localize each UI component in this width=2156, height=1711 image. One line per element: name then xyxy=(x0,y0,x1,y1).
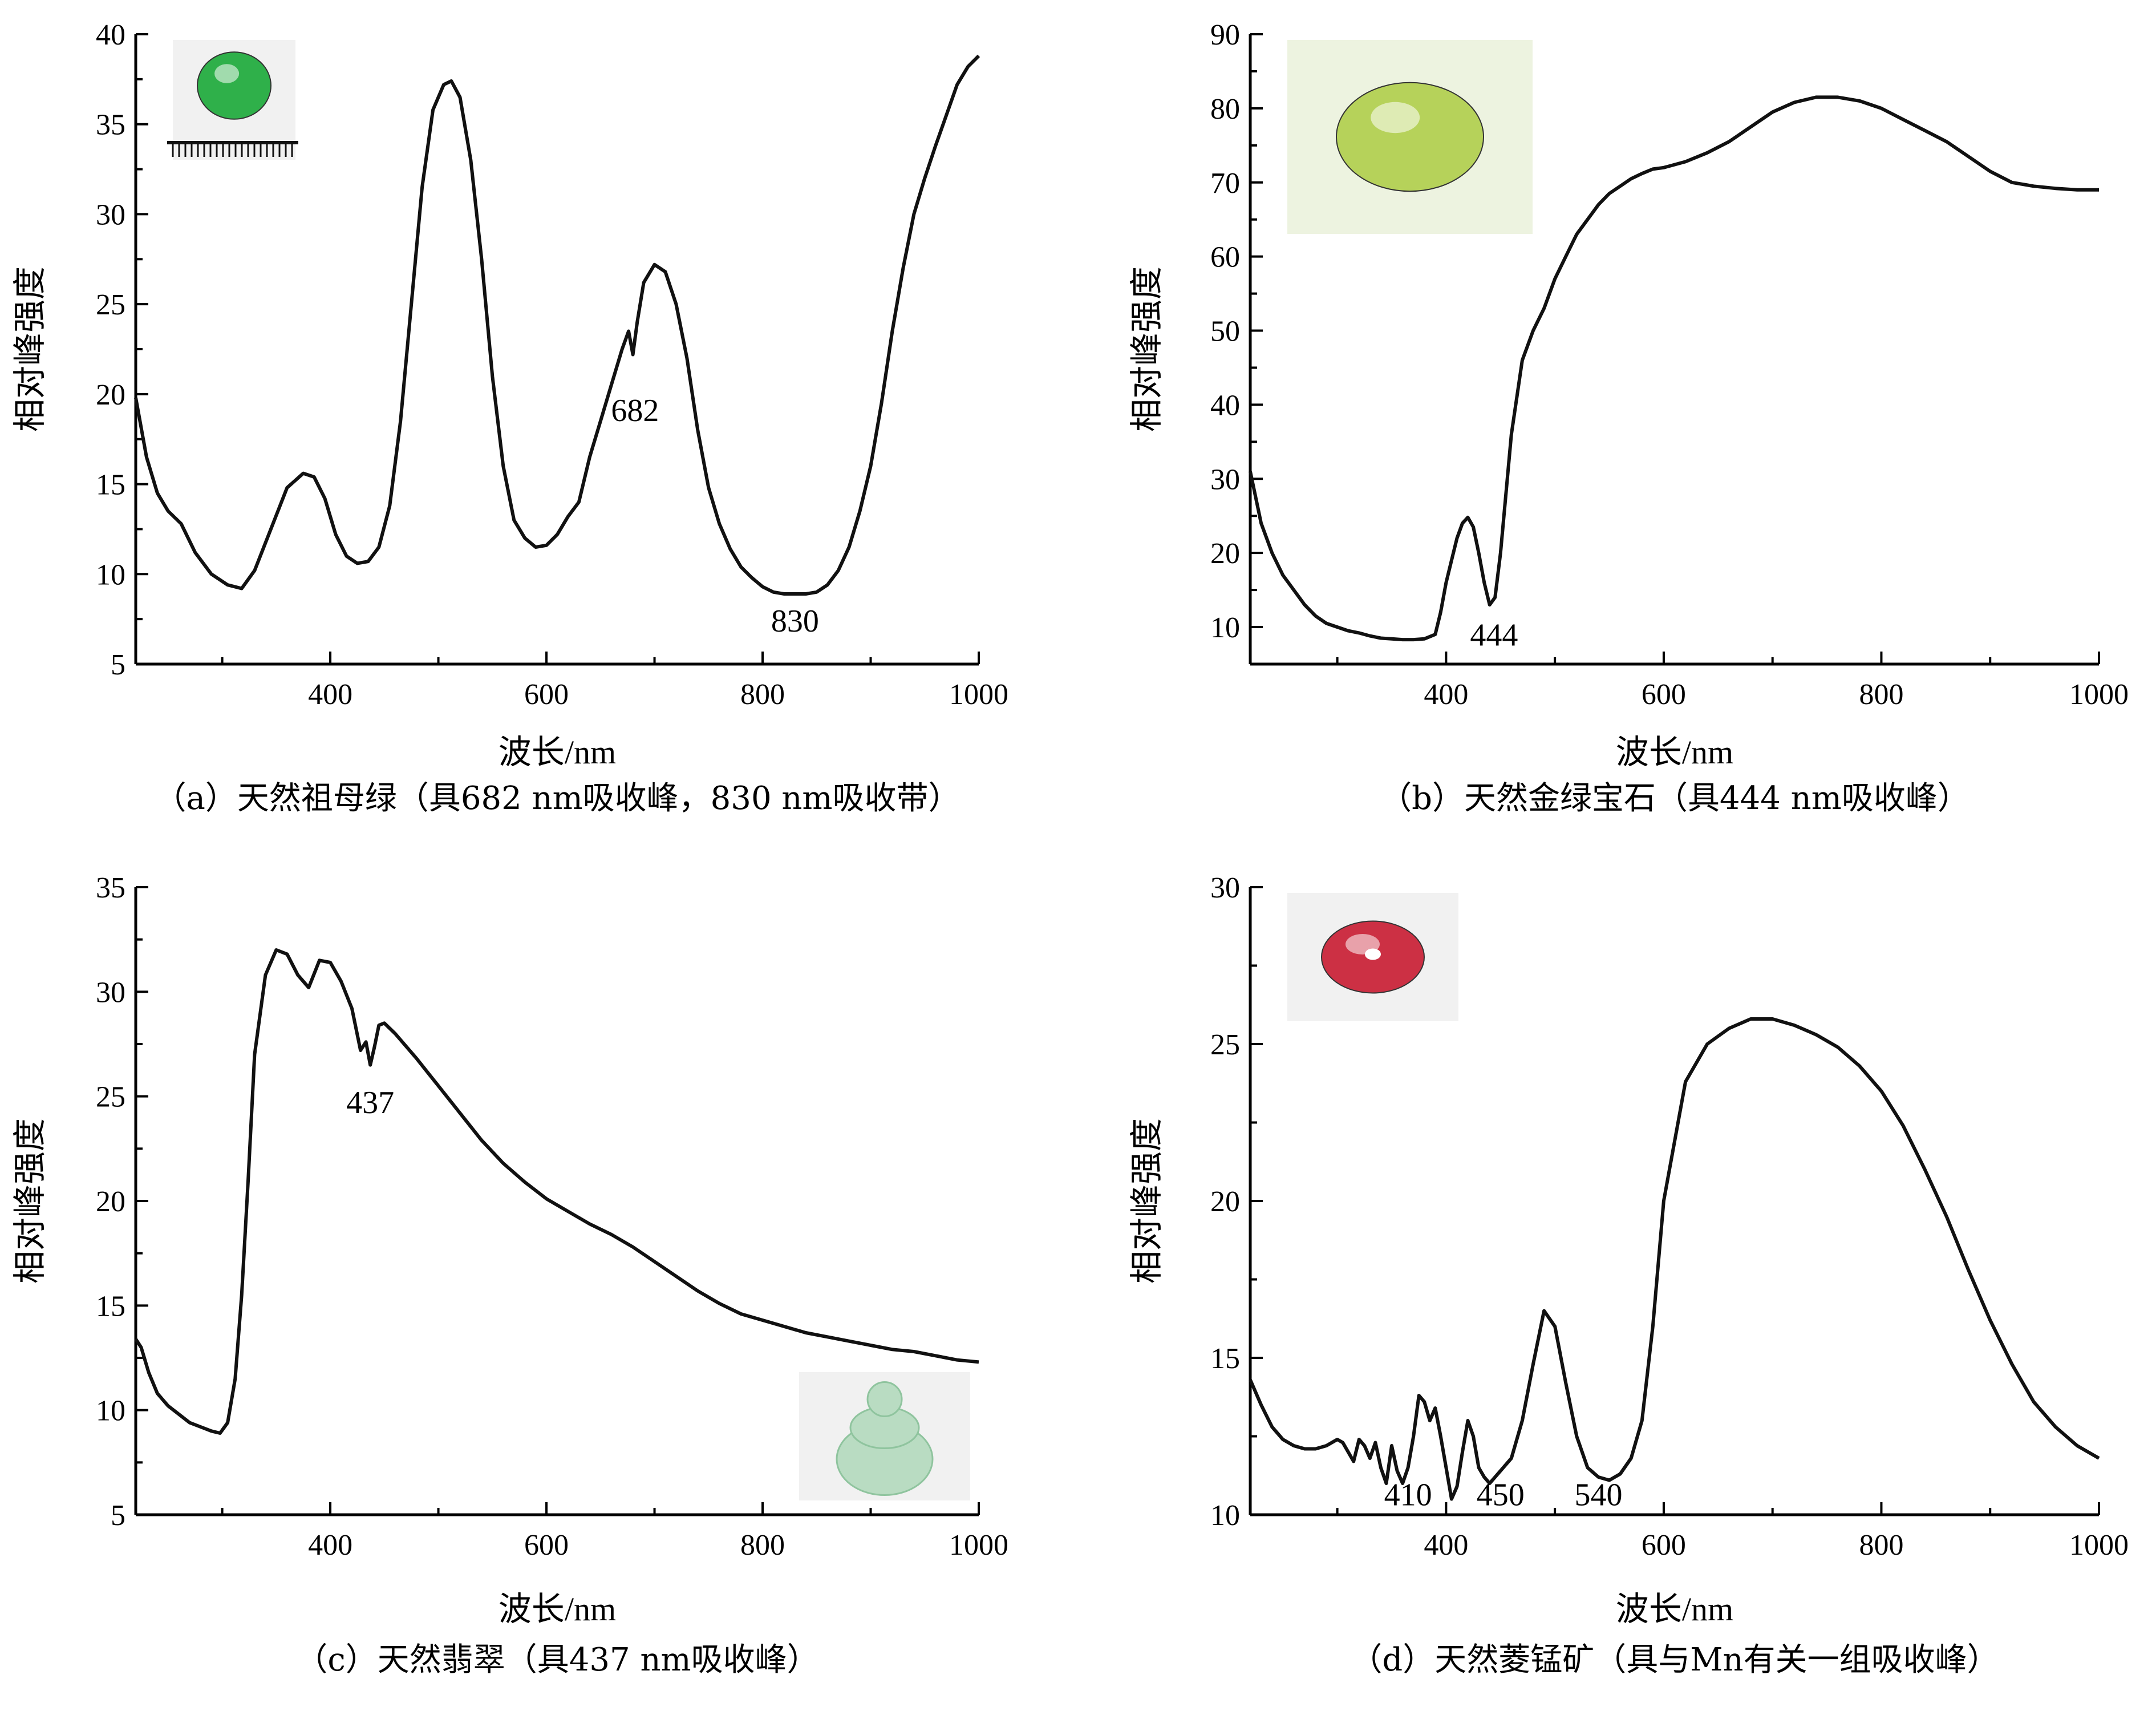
spectrum-line xyxy=(1249,95,2099,642)
x-tick-label: 600 xyxy=(524,678,569,711)
gem-highlight xyxy=(1371,102,1420,134)
x-tick-label: 400 xyxy=(308,1529,352,1562)
y-tick-label: 25 xyxy=(1210,1029,1240,1061)
x-tick-label: 800 xyxy=(740,678,785,711)
gem-drill-hole xyxy=(1365,948,1381,960)
figure-caption: （a）天然祖母绿（具682 nm吸收峰，830 nm吸收带） xyxy=(154,780,960,817)
peak-annotation: 437 xyxy=(346,1085,394,1121)
y-tick-label: 15 xyxy=(96,469,125,501)
peak-annotation: 410 xyxy=(1384,1478,1432,1513)
gem-body xyxy=(197,51,271,120)
y-tick-label: 30 xyxy=(1210,463,1240,496)
figure-caption: （b）天然金绿宝石（具444 nm吸收峰） xyxy=(1380,780,1969,817)
x-axis-title: 波长/nm xyxy=(1616,734,1733,771)
y-tick-label: 10 xyxy=(96,1395,125,1427)
x-axis-title: 波长/nm xyxy=(499,1591,616,1628)
y-tick-label: 10 xyxy=(96,559,125,591)
y-tick-label: 50 xyxy=(1210,315,1240,348)
x-axis-title: 波长/nm xyxy=(499,734,616,771)
chart-panel-d: 10 15 20 25 30 400 600 800 1000 波长/nm 相对峰强度 （d）天然菱锰… xyxy=(1127,872,2129,1678)
y-tick-label: 10 xyxy=(1210,612,1240,644)
x-tick-label: 600 xyxy=(1642,678,1686,711)
jadeite-photo xyxy=(799,1372,970,1500)
spectrum-line xyxy=(134,948,979,1435)
y-tick-label: 20 xyxy=(1210,1186,1240,1218)
y-tick-label: 20 xyxy=(96,1186,125,1218)
y-tick-label: 15 xyxy=(1210,1342,1240,1375)
x-tick-label: 800 xyxy=(1859,678,1903,711)
y-tick-label: 5 xyxy=(111,649,125,681)
y-tick-label: 60 xyxy=(1210,241,1240,274)
y-axis-title: 相对峰强度 xyxy=(10,266,49,432)
x-tick-label: 1000 xyxy=(949,1529,1008,1562)
peak-annotation: 830 xyxy=(771,604,819,639)
peak-annotation: 540 xyxy=(1574,1478,1622,1513)
y-axis-title: 相对峰强度 xyxy=(1127,1118,1166,1284)
x-tick-label: 600 xyxy=(1642,1529,1686,1562)
y-tick-label: 20 xyxy=(96,379,125,411)
y-tick-label: 5 xyxy=(111,1499,125,1532)
y-tick-label: 40 xyxy=(1210,389,1240,422)
figure-caption: （d）天然菱锰矿（具与Mn有关一组吸收峰） xyxy=(1350,1641,1999,1678)
y-tick-label: 15 xyxy=(96,1290,125,1322)
x-axis-title: 波长/nm xyxy=(1616,1591,1733,1628)
y-axis-title: 相对峰强度 xyxy=(1127,266,1166,432)
y-tick-label: 90 xyxy=(1210,19,1240,51)
y-tick-label: 30 xyxy=(1210,872,1240,904)
emerald-photo xyxy=(167,40,298,160)
y-tick-label: 35 xyxy=(96,872,125,904)
peak-annotation: 682 xyxy=(611,393,659,428)
y-tick-label: 10 xyxy=(1210,1499,1240,1532)
gem-body xyxy=(1336,82,1484,192)
x-tick-label: 800 xyxy=(740,1529,785,1562)
gem-body xyxy=(866,1381,903,1417)
y-tick-label: 25 xyxy=(96,289,125,321)
chrysoberyl-photo xyxy=(1287,40,1533,234)
x-tick-label: 800 xyxy=(1859,1529,1903,1562)
chart-panel-b: 10 20 30 40 50 60 70 80 90 400 600 800 1000 波长/nm 相对峰强… xyxy=(1127,19,2129,817)
y-axis-title: 相对峰强度 xyxy=(10,1118,49,1284)
y-tick-label: 20 xyxy=(1210,537,1240,570)
figure-caption: （c）天然翡翠（具437 nm吸收峰） xyxy=(295,1641,818,1678)
peak-annotation: 444 xyxy=(1470,618,1518,653)
peak-annotation: 450 xyxy=(1477,1478,1525,1513)
y-tick-label: 80 xyxy=(1210,93,1240,126)
x-tick-label: 1000 xyxy=(949,678,1008,711)
chart-panel-a: 5 10 15 20 25 30 35 40 400 600 800 1000 波长/nm 相对峰强度 （a… xyxy=(10,19,1008,817)
chart-panel-c: 5 10 15 20 25 30 35 400 600 800 1000 波长/nm 相对峰强度 （c）天… xyxy=(10,872,1008,1678)
y-tick-label: 30 xyxy=(96,199,125,231)
y-tick-label: 30 xyxy=(96,976,125,1009)
spectrum-line xyxy=(1249,1017,2100,1501)
x-tick-label: 400 xyxy=(1424,1529,1468,1562)
x-tick-label: 400 xyxy=(308,678,352,711)
y-tick-label: 70 xyxy=(1210,167,1240,200)
x-tick-label: 400 xyxy=(1424,678,1468,711)
gem-highlight xyxy=(214,64,240,83)
x-tick-label: 1000 xyxy=(2069,678,2129,711)
spectrum-line xyxy=(134,54,980,596)
y-tick-label: 25 xyxy=(96,1081,125,1114)
y-tick-label: 40 xyxy=(96,19,125,51)
x-tick-label: 1000 xyxy=(2069,1529,2129,1562)
y-tick-label: 35 xyxy=(96,109,125,141)
x-tick-label: 600 xyxy=(524,1529,569,1562)
rhodochrosite-photo xyxy=(1287,893,1458,1021)
